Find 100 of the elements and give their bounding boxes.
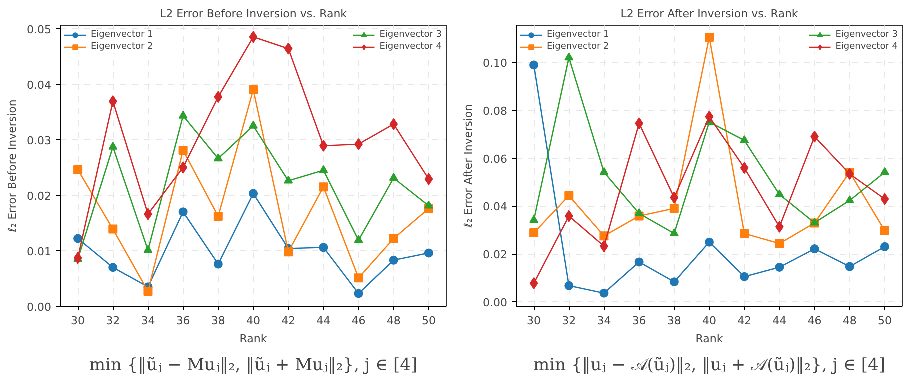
point: [144, 287, 153, 296]
y-tick-label: 0.04: [27, 78, 52, 92]
point: [740, 136, 750, 144]
x-tick-label: 46: [352, 314, 366, 328]
point: [108, 96, 118, 108]
legend-label: Eigenvector 3: [836, 29, 898, 41]
point: [214, 212, 223, 222]
x-tick-label: 40: [702, 314, 716, 328]
x-tick-label: 44: [772, 314, 787, 328]
x-axis-title: Rank: [696, 332, 724, 346]
x-axis-title: Rank: [240, 332, 268, 346]
point: [424, 173, 434, 186]
x-tick-label: 44: [316, 314, 331, 328]
point: [740, 162, 749, 174]
legend-label: Eigenvector 1: [547, 29, 610, 41]
point: [389, 173, 398, 182]
text: min {‖uⱼ − 𝒜(ũⱼ)‖₂, ‖uⱼ + 𝒜(ũⱼ)‖₂}, j ∈ [4]: [534, 356, 886, 376]
point: [214, 91, 223, 104]
point: [670, 228, 679, 237]
y-tick-label: 0.10: [483, 57, 508, 70]
x-tick-label: 42: [738, 314, 752, 328]
x-tick-label: 50: [878, 314, 892, 328]
point: [249, 31, 258, 44]
point: [564, 191, 574, 200]
y-tick-label: 0.03: [27, 134, 52, 148]
x-tick-label: 36: [632, 314, 646, 328]
point: [740, 229, 750, 238]
text: min {‖ũⱼ − Muⱼ‖₂, ‖ũⱼ + Muⱼ‖₂}, j ∈ [4]: [89, 356, 418, 376]
y-axis-title: ℓ₂ Error Before Inversion: [6, 100, 20, 234]
point: [319, 165, 328, 174]
x-tick-label: 42: [282, 314, 296, 328]
point: [705, 110, 714, 123]
point: [530, 60, 539, 70]
point: [880, 242, 890, 252]
y-tick-label: 0.01: [27, 245, 52, 258]
point: [775, 190, 784, 198]
point: [775, 239, 784, 248]
point: [880, 193, 890, 206]
x-tick-label: 50: [422, 314, 436, 328]
chart-title: L2 Error Before Inversion vs. Rank: [160, 8, 348, 20]
point: [284, 248, 294, 257]
point: [670, 192, 679, 204]
point: [389, 256, 398, 265]
point: [424, 200, 434, 209]
point: [108, 142, 118, 150]
point: [670, 204, 679, 214]
legend-label: Eigenvector 4: [836, 41, 898, 53]
point: [740, 272, 750, 282]
x-tick-label: 46: [808, 314, 822, 328]
legend-label: Eigenvector 2: [547, 41, 610, 53]
chart-title: L2 Error After Inversion vs. Rank: [620, 8, 799, 20]
point: [108, 224, 118, 234]
x-tick-label: 40: [246, 314, 260, 328]
y-axis-title: ℓ₂ Error After Inversion: [462, 104, 476, 229]
x-tick-label: 32: [562, 314, 576, 328]
point: [424, 248, 434, 258]
legend-label: Eigenvector 2: [91, 41, 154, 53]
point: [564, 281, 574, 290]
y-tick-label: 0.06: [483, 152, 508, 166]
point: [634, 258, 644, 267]
point: [354, 274, 364, 283]
point: [249, 85, 258, 94]
x-tick-label: 34: [597, 314, 612, 328]
point: [845, 196, 854, 204]
point: [670, 278, 679, 287]
point: [530, 215, 539, 224]
x-tick-label: 38: [667, 314, 682, 328]
point: [74, 165, 83, 174]
point: [178, 208, 188, 217]
point: [600, 288, 609, 298]
point: [564, 210, 574, 222]
point: [390, 118, 398, 130]
x-tick-label: 30: [71, 314, 86, 328]
point: [74, 234, 83, 244]
point: [634, 208, 644, 216]
point: [775, 262, 784, 272]
x-tick-label: 30: [527, 314, 542, 328]
y-tick-label: 0.02: [27, 190, 52, 203]
legend-label: Eigenvector 1: [91, 29, 154, 41]
point: [354, 235, 364, 244]
point: [845, 262, 854, 272]
point: [530, 278, 538, 290]
x-tick-label: 36: [176, 314, 190, 328]
point: [600, 167, 609, 176]
point: [880, 167, 890, 176]
point: [880, 226, 890, 236]
point: [530, 228, 539, 238]
x-tick-label: 32: [106, 314, 120, 328]
point: [389, 234, 398, 244]
y-tick-label: 0.04: [483, 200, 508, 214]
point: [319, 182, 328, 192]
point: [846, 168, 854, 180]
point: [214, 260, 223, 269]
x-tick-label: 48: [386, 314, 401, 328]
point: [354, 289, 364, 298]
point: [810, 244, 820, 254]
y-tick-label: 0.08: [483, 104, 508, 118]
point: [144, 245, 153, 254]
point: [319, 243, 328, 252]
y-tick-label: 0.02: [483, 248, 508, 262]
